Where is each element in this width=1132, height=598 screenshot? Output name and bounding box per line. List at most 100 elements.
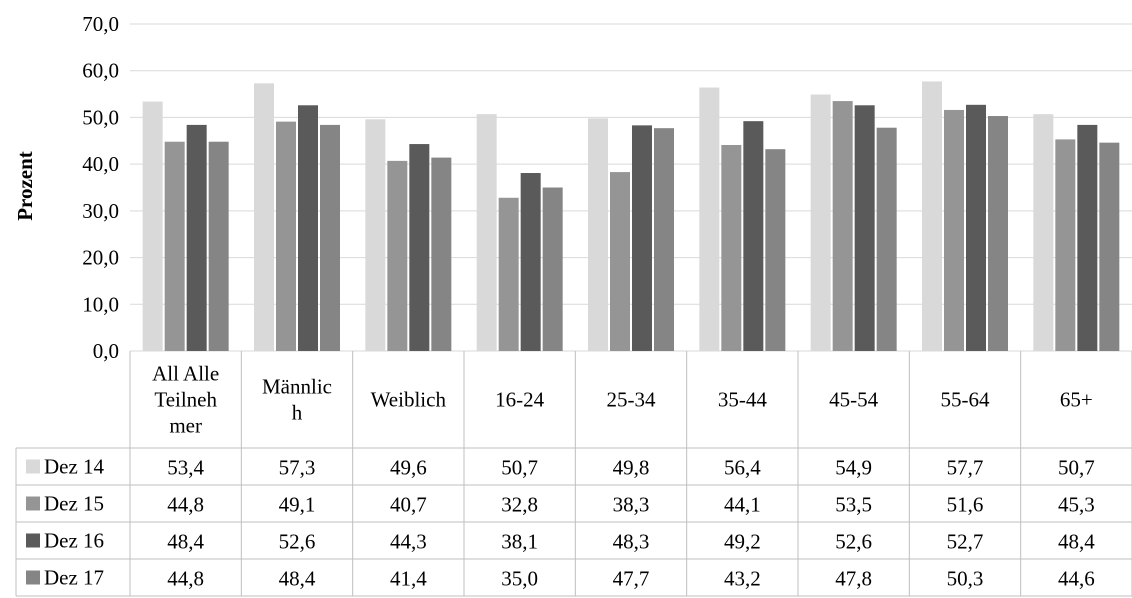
bar-dez-16 [743, 121, 764, 351]
bar-dez-17 [765, 149, 786, 351]
bar-dez-14 [476, 114, 497, 351]
bar-dez-17 [542, 187, 563, 351]
y-axis-label: Prozent [13, 151, 37, 221]
legend-key-dez-14 [26, 459, 40, 474]
bar-dez-14 [254, 83, 274, 351]
data-table-cell: 49,8 [613, 456, 650, 480]
data-table-cell: 44,8 [167, 567, 204, 591]
bar-dez-16 [966, 104, 986, 352]
bar-dez-14 [699, 87, 720, 351]
y-tick-label: 40,0 [82, 152, 119, 176]
category-label: 55-64 [941, 388, 990, 412]
bar-dez-14 [365, 119, 386, 351]
bar-dez-16 [632, 125, 652, 352]
data-table-cell: 49,6 [390, 456, 427, 480]
y-tick-label: 50,0 [82, 105, 119, 129]
data-table-cell: 48,4 [1058, 530, 1095, 554]
y-tick-label: 10,0 [82, 292, 119, 316]
bar-dez-15 [944, 109, 964, 351]
data-table-cell: 48,3 [613, 530, 650, 554]
category-label: mer [169, 414, 202, 438]
y-tick-label: 0,0 [93, 339, 119, 363]
bar-dez-15 [276, 121, 296, 351]
category-label: 45-54 [829, 388, 878, 412]
category-label: Männlic [262, 375, 332, 399]
bar-dez-16 [520, 173, 541, 351]
legend-key-dez-16 [26, 533, 40, 548]
category-label: 65+ [1060, 388, 1093, 412]
data-table-cell: 44,3 [390, 530, 427, 554]
y-tick-label: 30,0 [82, 199, 119, 223]
data-table-cell: 40,7 [390, 493, 427, 517]
bar-dez-14 [588, 118, 608, 351]
data-table-cell: 51,6 [947, 493, 984, 517]
data-table-cell: 50,7 [1058, 456, 1095, 480]
bar-dez-15 [164, 141, 185, 351]
data-table-cell: 52,6 [835, 530, 872, 554]
data-table-cell: 38,3 [613, 493, 650, 517]
data-table-cell: 48,4 [279, 567, 316, 591]
category-label: Teilneh [154, 388, 217, 412]
data-table-cell: 45,3 [1058, 493, 1095, 517]
data-table-cell: 49,1 [279, 493, 316, 517]
data-table-cell: 35,0 [501, 567, 538, 591]
data-table-cell: 56,4 [724, 456, 761, 480]
bar-dez-15 [721, 144, 742, 351]
y-tick-label: 60,0 [82, 59, 119, 83]
category-label: 35-44 [718, 388, 767, 412]
bar-dez-14 [922, 81, 942, 352]
bar-dez-15 [498, 197, 519, 351]
category-label: Weiblich [371, 388, 447, 412]
legend-key-dez-15 [26, 496, 40, 511]
legend-label: Dez 15 [44, 492, 104, 516]
data-table-cell: 43,2 [724, 567, 761, 591]
bar-dez-17 [988, 116, 1008, 351]
bar-dez-17 [208, 141, 229, 351]
bar-dez-16 [1077, 124, 1098, 351]
legend-label: Dez 14 [44, 455, 105, 479]
bar-dez-16 [409, 144, 430, 351]
bar-dez-17 [1099, 142, 1120, 351]
bar-dez-16 [186, 124, 207, 351]
data-table-cell: 54,9 [835, 456, 872, 480]
bar-dez-15 [832, 101, 853, 351]
category-label: h [292, 401, 303, 425]
data-table-cell: 44,1 [724, 493, 761, 517]
legend-label: Dez 16 [44, 529, 104, 553]
bar-dez-17 [654, 128, 674, 351]
bar-dez-14 [810, 94, 831, 351]
bar-dez-17 [431, 157, 452, 351]
bar-dez-17 [876, 127, 897, 351]
data-table-cell: 47,8 [835, 567, 872, 591]
data-table-cell: 57,3 [279, 456, 316, 480]
data-table-cell: 44,6 [1058, 567, 1095, 591]
bar-dez-15 [610, 172, 630, 351]
data-table-cell: 44,8 [167, 493, 204, 517]
data-table-cell: 50,7 [501, 456, 538, 480]
category-label: 25-34 [607, 388, 656, 412]
data-table-cell: 49,2 [724, 530, 761, 554]
category-label: All Alle [152, 362, 219, 386]
bar-dez-14 [1033, 114, 1054, 351]
y-tick-label: 20,0 [82, 246, 119, 270]
data-table-cell: 57,7 [947, 456, 984, 480]
bar-dez-14 [142, 101, 163, 351]
bar-dez-15 [387, 160, 408, 351]
data-table-cell: 52,6 [279, 530, 316, 554]
category-label: 16-24 [495, 388, 544, 412]
data-table-cell: 47,7 [613, 567, 650, 591]
legend-label: Dez 17 [44, 566, 104, 590]
legend-key-dez-17 [26, 570, 40, 585]
data-table-cell: 53,5 [835, 493, 872, 517]
bar-dez-16 [854, 105, 875, 351]
bar-dez-17 [320, 124, 340, 351]
data-table-cell: 48,4 [167, 530, 204, 554]
data-table-cell: 50,3 [947, 567, 984, 591]
data-table-cell: 32,8 [501, 493, 538, 517]
data-table-cell: 53,4 [167, 456, 204, 480]
data-table-cell: 41,4 [390, 567, 427, 591]
data-table-cell: 38,1 [501, 530, 538, 554]
y-tick-label: 70,0 [82, 12, 119, 36]
